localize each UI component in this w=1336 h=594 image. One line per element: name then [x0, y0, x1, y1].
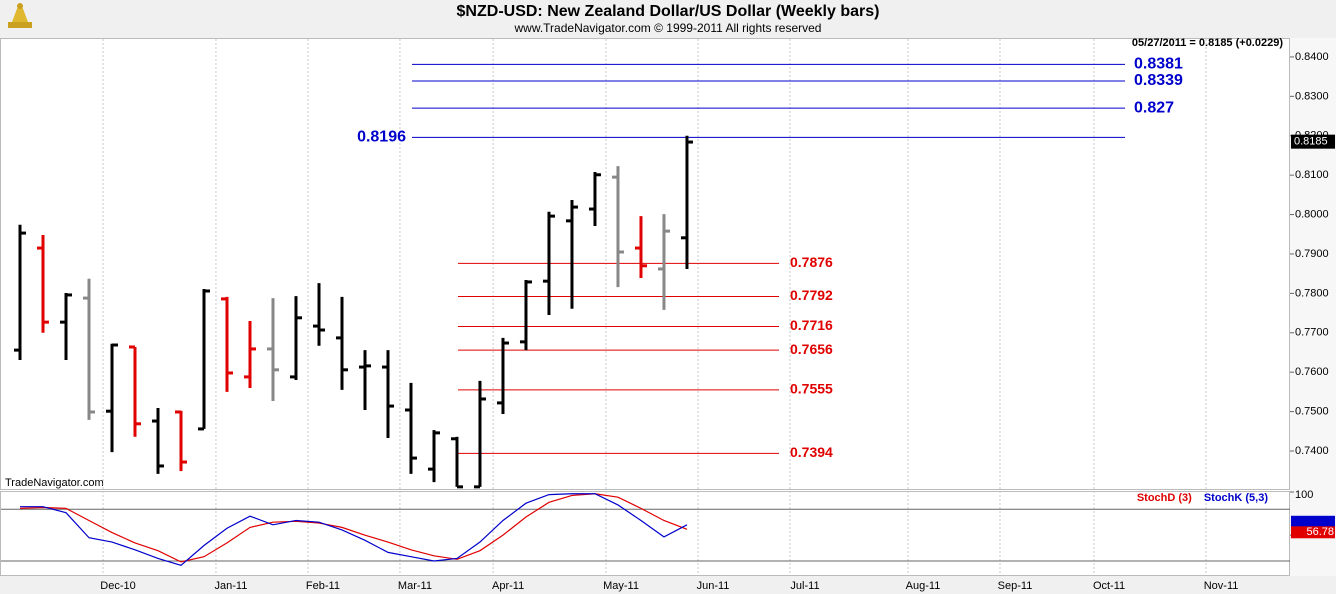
- x-tick-label: Feb-11: [306, 580, 340, 592]
- price-panel: [0, 38, 1290, 490]
- plot-layer: Dec-10 Jan-11 Feb-11 Mar-11 Apr-11 May-11 Jun-…: [1, 39, 1335, 592]
- level-label: 0.827: [1134, 99, 1174, 116]
- watermark: TradeNavigator.com: [5, 477, 104, 489]
- level-label: 0.8339: [1134, 72, 1183, 89]
- y-tick-label: 0.8100: [1295, 169, 1329, 181]
- logo: [8, 3, 32, 28]
- level-label: 0.7876: [790, 254, 833, 270]
- x-tick-label: Mar-11: [398, 580, 432, 592]
- chart-title: $NZD-USD: New Zealand Dollar/US Dollar (…: [457, 3, 880, 20]
- x-tick-label: Dec-10: [100, 580, 135, 592]
- x-axis-background: [0, 576, 1336, 594]
- level-label: 0.8381: [1134, 56, 1183, 73]
- y-tick-label: 0.7600: [1295, 366, 1329, 378]
- y-tick-label: 0.7900: [1295, 248, 1329, 260]
- legend-entry: StochD (3): [1137, 492, 1192, 504]
- level-label: 0.8196: [357, 129, 406, 146]
- y-tick-label: 0.7800: [1295, 287, 1329, 299]
- chart-subtitle: www.TradeNavigator.com © 1999-2011 All r…: [514, 21, 822, 35]
- y-tick-label: 0.8400: [1295, 51, 1329, 63]
- level-label: 0.7656: [790, 341, 833, 357]
- y-tick-label: 100: [1295, 489, 1313, 501]
- legend-entry: StochK (5,3): [1204, 492, 1269, 504]
- stoch-line: [19, 493, 688, 563]
- y-tick-label: 0.8000: [1295, 208, 1329, 220]
- y-tick-label: 0.7500: [1295, 405, 1329, 417]
- last-price-label: 0.8185: [1294, 136, 1328, 148]
- x-tick-label: Jun-11: [697, 580, 730, 592]
- x-tick-label: Sep-11: [998, 580, 1033, 592]
- y-axis-background: [1290, 38, 1336, 576]
- level-label: 0.7394: [790, 444, 833, 460]
- last-value-label: 56.78: [1306, 526, 1334, 538]
- level-label: 0.7716: [790, 317, 833, 333]
- level-label: 0.7792: [790, 287, 833, 303]
- x-tick-label: Jan-11: [215, 580, 248, 592]
- x-tick-label: Oct-11: [1093, 580, 1125, 592]
- x-tick-label: Nov-11: [1204, 580, 1239, 592]
- last-value-box: [1291, 526, 1335, 539]
- last-value-box: [1291, 515, 1335, 528]
- x-tick-label: May-11: [603, 580, 639, 592]
- status-text: 05/27/2011 = 0.8185 (+0.0229): [1132, 37, 1283, 49]
- level-label: 0.7555: [790, 381, 833, 397]
- x-tick-label: Apr-11: [492, 580, 524, 592]
- y-tick-label: 0.7400: [1295, 445, 1329, 457]
- x-tick-label: Aug-11: [906, 580, 941, 592]
- x-tick-label: Jul-11: [790, 580, 819, 592]
- y-tick-label: 0.8300: [1295, 90, 1329, 102]
- y-tick-label: 0.7700: [1295, 327, 1329, 339]
- last-price-box: [1291, 134, 1335, 149]
- header-background: [0, 0, 1336, 38]
- stoch-line: [20, 493, 688, 567]
- stoch-panel: [0, 491, 1290, 576]
